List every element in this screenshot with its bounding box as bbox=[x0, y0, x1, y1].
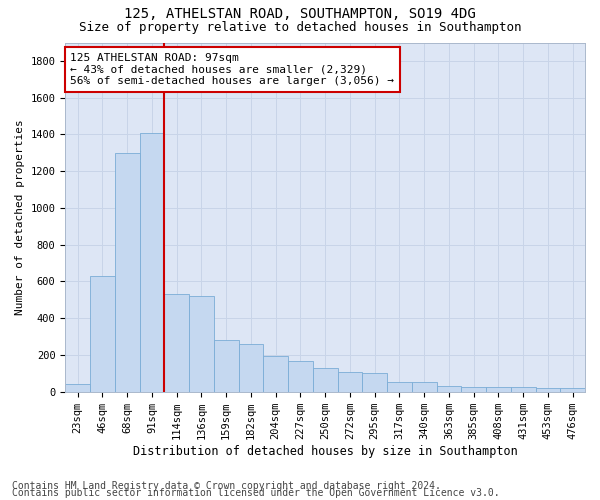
Bar bbox=[288, 362, 313, 392]
Bar bbox=[189, 296, 214, 392]
X-axis label: Distribution of detached houses by size in Southampton: Distribution of detached houses by size … bbox=[133, 444, 518, 458]
Bar bbox=[362, 374, 387, 392]
Bar bbox=[214, 340, 239, 392]
Bar bbox=[239, 344, 263, 392]
Bar bbox=[536, 388, 560, 392]
Bar bbox=[437, 386, 461, 392]
Text: Size of property relative to detached houses in Southampton: Size of property relative to detached ho… bbox=[79, 21, 521, 34]
Text: Contains HM Land Registry data © Crown copyright and database right 2024.: Contains HM Land Registry data © Crown c… bbox=[12, 481, 441, 491]
Bar bbox=[140, 132, 164, 392]
Bar bbox=[263, 356, 288, 392]
Bar bbox=[560, 388, 585, 392]
Text: Contains public sector information licensed under the Open Government Licence v3: Contains public sector information licen… bbox=[12, 488, 500, 498]
Bar bbox=[461, 387, 486, 392]
Bar bbox=[164, 294, 189, 392]
Bar bbox=[65, 384, 90, 392]
Bar bbox=[90, 276, 115, 392]
Bar bbox=[313, 368, 338, 392]
Bar bbox=[387, 382, 412, 392]
Bar bbox=[338, 372, 362, 392]
Text: 125 ATHELSTAN ROAD: 97sqm
← 43% of detached houses are smaller (2,329)
56% of se: 125 ATHELSTAN ROAD: 97sqm ← 43% of detac… bbox=[70, 53, 394, 86]
Bar bbox=[486, 387, 511, 392]
Text: 125, ATHELSTAN ROAD, SOUTHAMPTON, SO19 4DG: 125, ATHELSTAN ROAD, SOUTHAMPTON, SO19 4… bbox=[124, 8, 476, 22]
Bar bbox=[115, 153, 140, 392]
Bar bbox=[412, 382, 437, 392]
Bar bbox=[511, 387, 536, 392]
Y-axis label: Number of detached properties: Number of detached properties bbox=[15, 119, 25, 315]
